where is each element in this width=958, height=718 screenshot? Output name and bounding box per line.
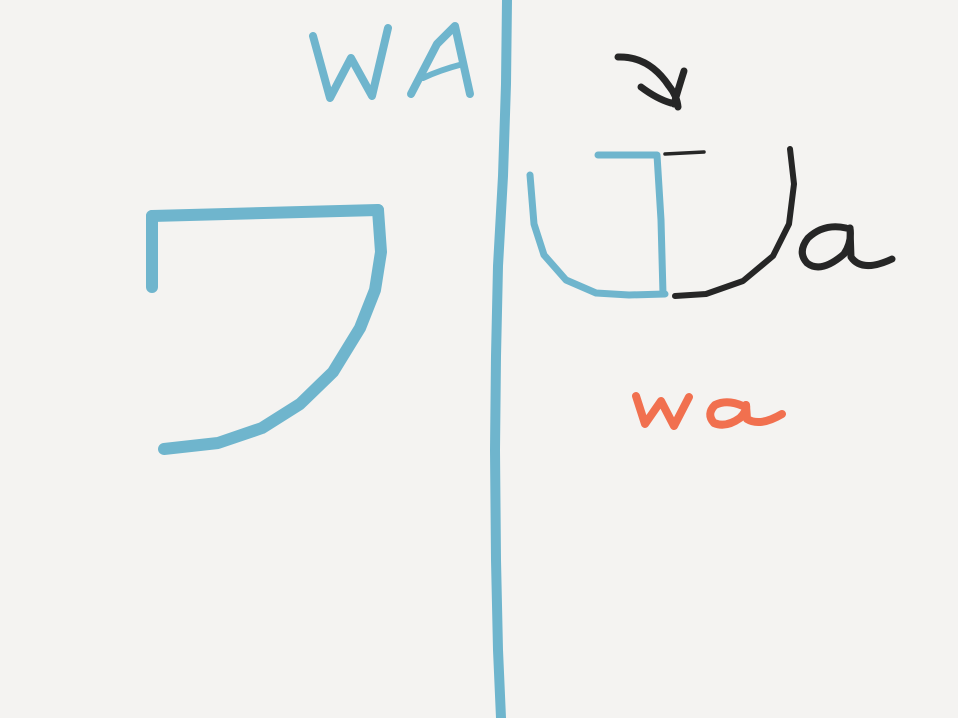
bottom-romaji-handwriting	[632, 392, 786, 430]
katakana-wa-glyph	[146, 204, 387, 455]
mnemonic-blue-shape	[526, 151, 669, 299]
mnemonic-black-stroke	[663, 146, 797, 299]
curved-arrow-icon	[614, 53, 688, 111]
mnemonic-black-a	[798, 223, 896, 271]
center-divider-line	[490, 0, 512, 718]
top-romaji-handwriting	[309, 22, 474, 102]
